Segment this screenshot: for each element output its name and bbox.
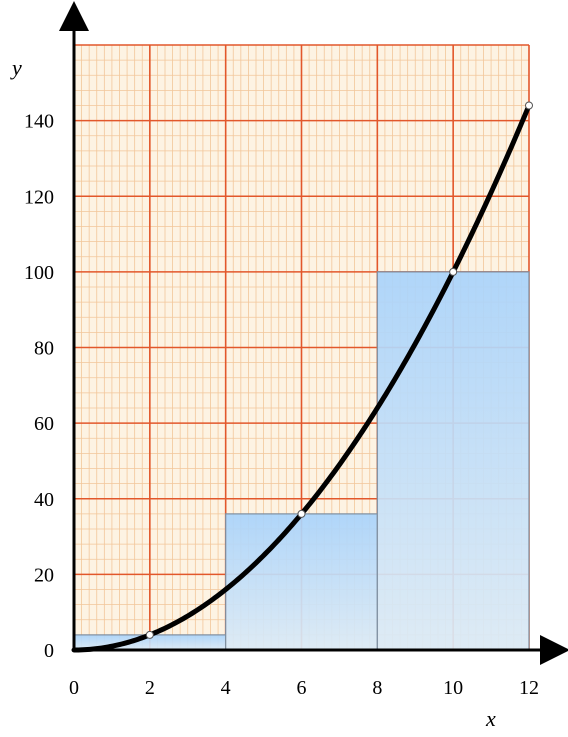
curve-point-marker [449,267,458,276]
x-tick-label: 12 [519,677,539,699]
y-axis-title: y [10,55,22,80]
x-tick-label: 2 [145,677,155,699]
y-tick-label: 20 [34,564,54,586]
approximation-rectangle [376,271,530,651]
y-tick-label: 100 [24,262,54,284]
curve-point-marker [145,630,154,639]
y-tick-label: 40 [34,489,54,511]
y-tick-label: 140 [24,111,54,133]
x-tick-label: 6 [297,677,307,699]
y-tick-label: 60 [34,413,54,435]
y-tick-label: 0 [44,640,54,662]
x-tick-label: 8 [372,677,382,699]
approximation-rectangle [225,513,378,651]
curve-point-marker [525,101,533,110]
x-tick-label: 10 [443,677,463,699]
x-tick-label: 4 [221,677,231,699]
y-tick-label: 120 [24,186,54,208]
y-tick-label: 80 [34,338,54,360]
x-axis-title: x [485,706,496,731]
x-tick-label: 0 [69,677,79,699]
curve-point-marker [297,509,306,518]
